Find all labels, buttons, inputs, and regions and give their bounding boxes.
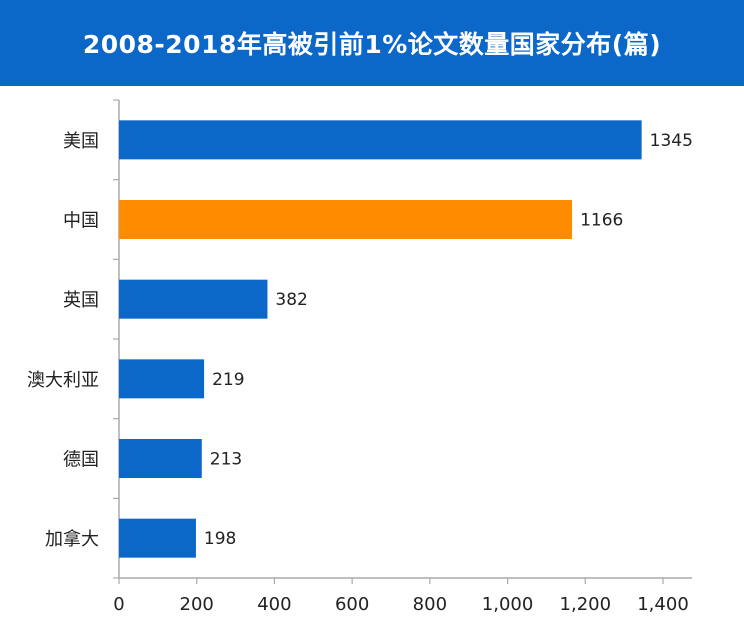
bar-3: [119, 279, 268, 319]
data-label: 382: [275, 290, 307, 310]
data-label: 1345: [650, 131, 693, 151]
data-label: 213: [210, 450, 242, 470]
data-label: 198: [204, 529, 236, 549]
x-tick-label: 800: [413, 594, 447, 615]
x-tick-label: 600: [335, 594, 369, 615]
category-label: 澳大利亚: [27, 370, 99, 391]
x-tick-label: 1,000: [482, 594, 534, 615]
chart-title: 2008-2018年高被引前1%论文数量国家分布(篇): [82, 30, 662, 59]
data-label: 1166: [580, 211, 623, 231]
bar-1: [119, 120, 642, 160]
data-label: 219: [212, 370, 244, 390]
bar-4: [119, 359, 205, 399]
bar-5: [119, 439, 202, 478]
category-label: 德国: [63, 450, 99, 471]
category-label: 美国: [63, 131, 99, 152]
bar-2: [119, 200, 573, 239]
x-tick-label: 400: [257, 594, 291, 615]
category-label: 英国: [63, 290, 99, 311]
bar-6: [119, 518, 196, 558]
x-tick-label: 0: [113, 594, 124, 615]
category-label: 中国: [63, 211, 99, 232]
x-tick-label: 200: [180, 594, 214, 615]
x-tick-label: 1,400: [637, 594, 689, 615]
x-tick-label: 1,200: [560, 594, 612, 615]
chart-title-bar: 2008-2018年高被引前1%论文数量国家分布(篇): [0, 0, 744, 86]
category-label: 加拿大: [45, 528, 99, 550]
